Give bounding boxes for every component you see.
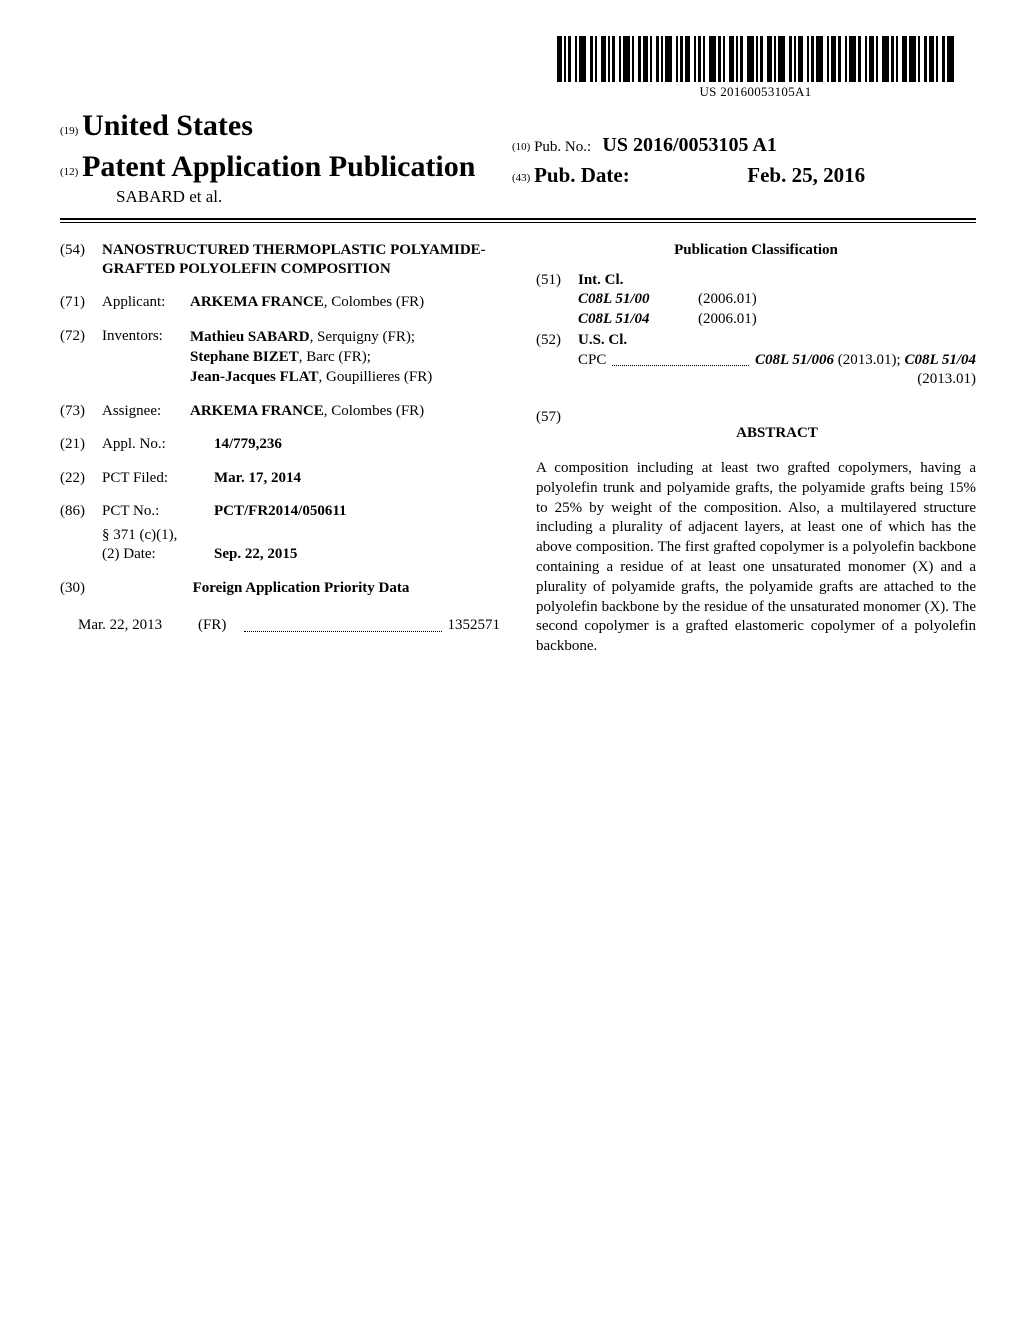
inid-22: (22) [60,469,102,489]
inid-12: (12) [60,166,78,178]
label-applno: Appl. No.: [102,435,190,455]
abstract-body: A composition including at least two gra… [536,459,976,657]
priority-header: Foreign Application Priority Data [102,579,500,599]
dots [244,616,441,636]
inid-73: (73) [60,402,102,422]
intcl-row: C08L 51/04 (2006.01) [578,310,976,330]
abstract-header: ABSTRACT [578,424,976,444]
field-86: (86) PCT No.: PCT/FR2014/050611 [60,502,500,522]
inventor-1: Mathieu SABARD [190,329,310,345]
rule-top [60,218,976,220]
label-371-date: (2) Date: [102,545,190,565]
cpc-label: CPC [578,351,606,371]
inid-71: (71) [60,293,102,313]
label-inventors: Inventors: [102,327,190,388]
cpc-code-2: C08L 51/04 [904,352,976,368]
inid-51: (51) [536,271,578,330]
inventor-1-rest: , Serquigny (FR); [310,329,415,345]
field-52: (52) U.S. Cl. CPC C08L 51/006 (2013.01);… [536,331,976,390]
field-86-sub: § 371 (c)(1), (2) Date: Sep. 22, 2015 [60,526,500,565]
dots [612,351,749,371]
classification-header: Publication Classification [536,241,976,261]
inid-52: (52) [536,331,578,390]
pubdate-label: Pub. Date: [534,163,630,187]
header-country: United States [82,109,253,142]
label-pctno: PCT No.: [102,502,190,522]
inid-57: (57) [536,408,578,454]
assignee-rest: , Colombes (FR) [324,403,424,419]
label-assignee: Assignee: [102,402,190,422]
inid-72: (72) [60,327,102,388]
intcl-year-0: (2006.01) [698,290,757,310]
applicant-rest: , Colombes (FR) [324,294,424,310]
barcode [557,36,954,82]
field-30: (30) Foreign Application Priority Data [60,579,500,609]
right-column: Publication Classification (51) Int. Cl.… [536,241,976,657]
intcl-year-1: (2006.01) [698,310,757,330]
inid-86: (86) [60,502,102,522]
rule-thin [60,222,976,223]
pubdate-line: (43) Pub. Date: Feb. 25, 2016 [512,162,865,189]
barcode-text: US 20160053105A1 [557,84,954,101]
inid-21: (21) [60,435,102,455]
label-uscl: U.S. Cl. [578,331,976,351]
cpc-text-1: C08L 51/006 (2013.01); C08L 51/04 [755,351,976,371]
intcl-code-0: C08L 51/00 [578,290,698,310]
barcode-block: US 20160053105A1 [557,36,954,101]
priority-date: Mar. 22, 2013 [78,616,162,636]
pub-info: (10) Pub. No.: US 2016/0053105 A1 (43) P… [512,132,865,189]
inventor-2-rest: , Barc (FR); [299,349,371,365]
cpc-year-1: (2013.01); [838,352,901,368]
field-73: (73) Assignee: ARKEMA FRANCE, Colombes (… [60,402,500,422]
applicant-name: ARKEMA FRANCE [190,294,324,310]
inventors-list: Mathieu SABARD, Serquigny (FR); Stephane… [190,327,500,388]
left-column: (54) NANOSTRUCTURED THERMOPLASTIC POLYAM… [60,241,500,657]
inventor-2: Stephane BIZET [190,349,299,365]
field-22: (22) PCT Filed: Mar. 17, 2014 [60,469,500,489]
pctno: PCT/FR2014/050611 [190,502,500,522]
pctfiled: Mar. 17, 2014 [190,469,500,489]
applicant: ARKEMA FRANCE, Colombes (FR) [190,293,500,313]
field-21: (21) Appl. No.: 14/779,236 [60,435,500,455]
cpc-code-1: C08L 51/006 [755,352,834,368]
applno: 14/779,236 [190,435,500,455]
intcl-code-1: C08L 51/04 [578,310,698,330]
inid-30: (30) [60,579,102,609]
inid-43: (43) [512,172,530,184]
doc-type: Patent Application Publication [82,150,475,183]
priority-row: Mar. 22, 2013 (FR) 1352571 [60,616,500,636]
date-371: Sep. 22, 2015 [190,545,297,565]
field-71: (71) Applicant: ARKEMA FRANCE, Colombes … [60,293,500,313]
assignee-name: ARKEMA FRANCE [190,403,324,419]
priority-country: (FR) [186,616,238,636]
label-pctfiled: PCT Filed: [102,469,190,489]
inid-19: (19) [60,125,78,137]
pubdate: Feb. 25, 2016 [747,163,865,187]
cpc-line-2: (2013.01) [578,370,976,390]
pubno: US 2016/0053105 A1 [602,134,776,156]
pubno-label: Pub. No.: [534,139,591,155]
authors: SABARD et al. [60,186,976,208]
field-51: (51) Int. Cl. C08L 51/00 (2006.01) C08L … [536,271,976,330]
label-applicant: Applicant: [102,293,190,313]
assignee: ARKEMA FRANCE, Colombes (FR) [190,402,500,422]
field-72: (72) Inventors: Mathieu SABARD, Serquign… [60,327,500,388]
inid-10: (10) [512,141,530,153]
s371: § 371 (c)(1), [102,526,500,546]
intcl-row: C08L 51/00 (2006.01) [578,290,976,310]
label-intcl: Int. Cl. [578,271,976,291]
inid-54: (54) [60,241,102,279]
field-57: (57) ABSTRACT [536,408,976,454]
title: NANOSTRUCTURED THERMOPLASTIC POLYAMIDE-G… [102,241,500,279]
pubno-line: (10) Pub. No.: US 2016/0053105 A1 [512,132,865,158]
inventor-3: Jean-Jacques FLAT [190,369,318,385]
field-54: (54) NANOSTRUCTURED THERMOPLASTIC POLYAM… [60,241,500,279]
priority-docnum: 1352571 [448,616,501,636]
inventor-3-rest: , Goupillieres (FR) [318,369,432,385]
cpc-line-1: CPC C08L 51/006 (2013.01); C08L 51/04 [578,351,976,371]
